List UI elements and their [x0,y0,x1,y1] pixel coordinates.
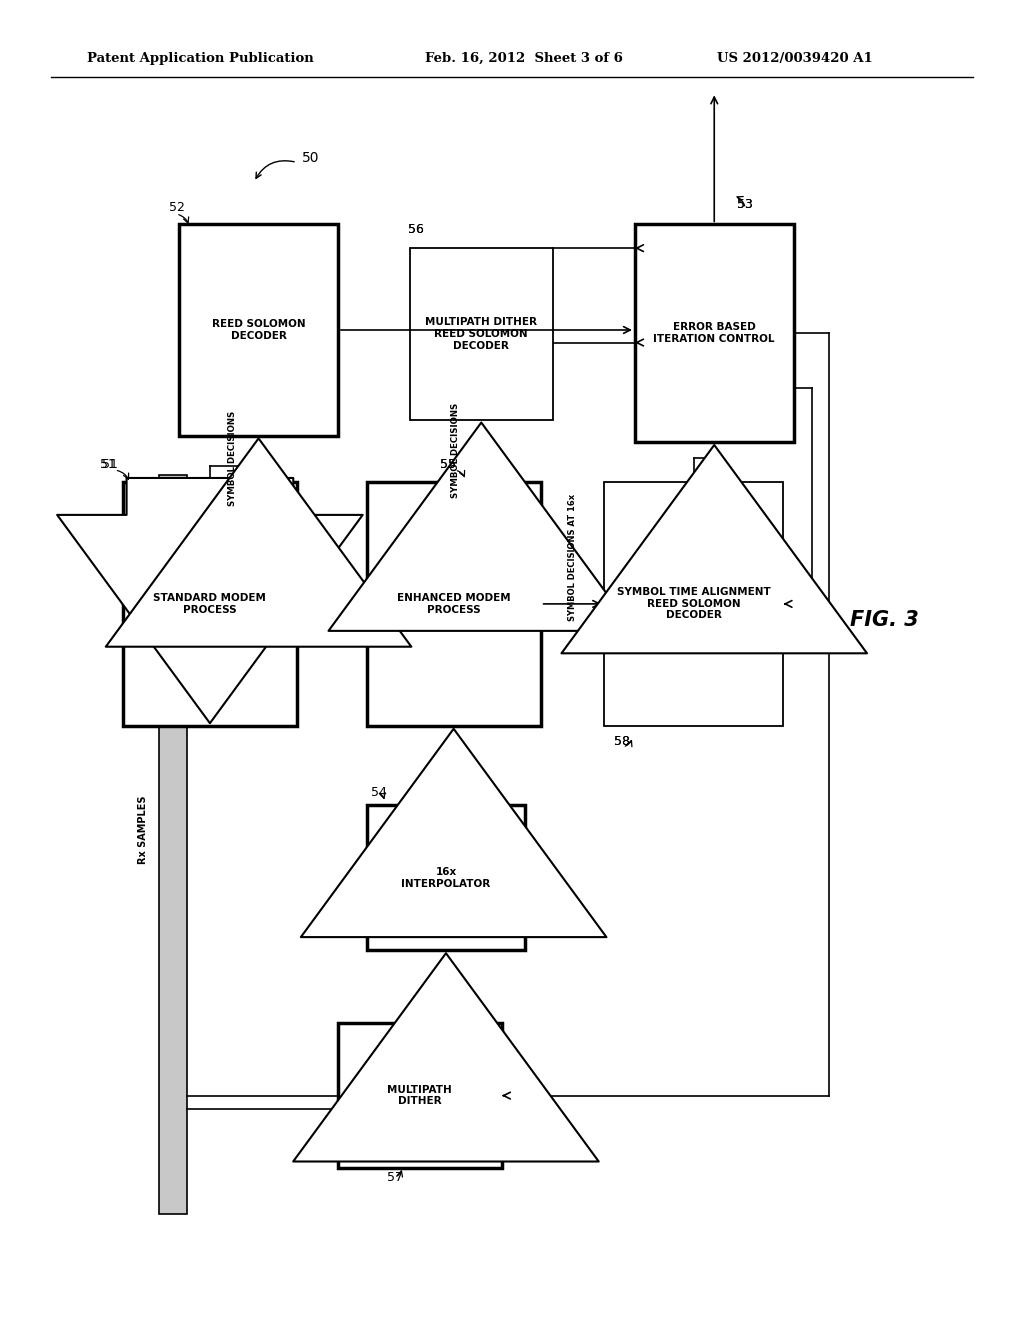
Text: 53: 53 [737,198,754,211]
Text: 16x
INTERPOLATOR: 16x INTERPOLATOR [401,867,490,888]
Text: REED SOLOMON
DECODER: REED SOLOMON DECODER [212,319,305,341]
Text: 51: 51 [100,458,117,471]
Bar [635,224,794,442]
Text: 55: 55 [440,458,457,471]
Bar [338,1023,502,1168]
Text: 55: 55 [440,458,457,471]
Text: Feb. 16, 2012  Sheet 3 of 6: Feb. 16, 2012 Sheet 3 of 6 [425,51,623,65]
Text: Rx SAMPLES: Rx SAMPLES [138,796,148,865]
Bar [367,805,525,950]
Text: 56: 56 [408,223,424,236]
Bar [159,475,187,1214]
Text: SYMBOL DECISIONS AT 16x: SYMBOL DECISIONS AT 16x [568,494,577,622]
Text: US 2012/0039420 A1: US 2012/0039420 A1 [717,51,872,65]
Text: ERROR BASED
ITERATION CONTROL: ERROR BASED ITERATION CONTROL [653,322,775,345]
Text: 52: 52 [169,201,185,214]
Bar [604,482,783,726]
Text: 57: 57 [387,1171,403,1184]
Bar [410,248,553,420]
Text: 58: 58 [614,735,631,748]
Text: 50: 50 [302,152,319,165]
Bar [179,224,338,436]
Text: ENHANCED MODEM
PROCESS: ENHANCED MODEM PROCESS [397,593,510,615]
Text: FIG. 3: FIG. 3 [850,610,919,631]
Bar [123,482,297,726]
Text: SYMBOL DECISIONS: SYMBOL DECISIONS [228,411,238,507]
Text: SYMBOL TIME ALIGNMENT
REED SOLOMON
DECODER: SYMBOL TIME ALIGNMENT REED SOLOMON DECOD… [616,587,771,620]
Text: MULTIPATH
DITHER: MULTIPATH DITHER [387,1085,453,1106]
Text: Patent Application Publication: Patent Application Publication [87,51,313,65]
Text: 58: 58 [614,735,631,748]
Text: SYMBOL DECISIONS: SYMBOL DECISIONS [452,403,460,499]
Text: 53: 53 [737,198,754,211]
Text: MULTIPATH DITHER
REED SOLOMON
DECODER: MULTIPATH DITHER REED SOLOMON DECODER [425,317,538,351]
Text: 51: 51 [102,458,119,471]
Bar [367,482,541,726]
Text: 54: 54 [371,785,387,799]
Text: 56: 56 [408,223,424,236]
Text: STANDARD MODEM
PROCESS: STANDARD MODEM PROCESS [154,593,266,615]
